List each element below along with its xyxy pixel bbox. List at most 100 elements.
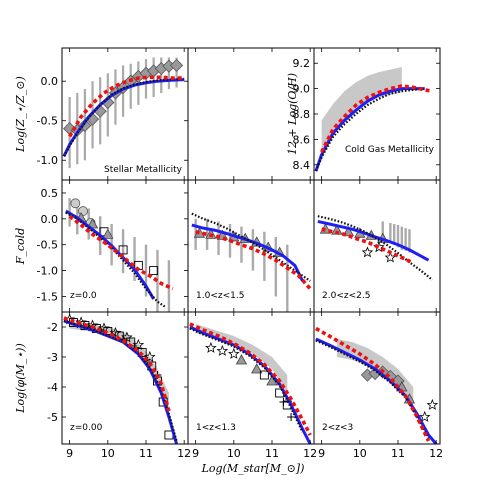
- x-tick-label: 9: [66, 447, 73, 460]
- y-axis-label-fcold: F_cold: [14, 228, 27, 265]
- series-line-blue: [189, 325, 312, 444]
- x-tick-label: 12: [303, 447, 317, 460]
- series-line-black-dotted: [191, 212, 311, 282]
- marker-triangle: [266, 375, 278, 386]
- x-tick-label: 11: [139, 447, 153, 460]
- marker-triangle: [102, 228, 114, 239]
- y-axis-label-metallicity: Log(Z_⋆/Z_⊙): [14, 76, 27, 153]
- series-line-red-dashed: [68, 214, 174, 291]
- panels-layer: -1.0 -0.5 0.0 Stellar Metallicity 8.4 8.6 8.8 9…: [37, 47, 443, 460]
- panel-cold-gas-metallicity: 8.4 8.6 8.8 9.0 9.2 Cold Gas Metallicity: [293, 47, 441, 181]
- panel-annotation: 2.0<z<2.5: [322, 291, 370, 301]
- series-line-black-dotted: [314, 87, 425, 172]
- marker-cross: [279, 398, 288, 406]
- marker-diamond: [169, 58, 184, 72]
- panel-plot-area: [62, 57, 185, 169]
- x-tick-label: 10: [353, 447, 367, 460]
- series-line-black-dotted: [65, 211, 166, 308]
- y-tick-label: 8.8: [293, 108, 311, 121]
- marker-triangle: [251, 363, 263, 374]
- panel-plot-area: [191, 212, 312, 312]
- series-line-blue: [65, 209, 155, 300]
- panel-plot-area: [63, 313, 178, 444]
- y-tick-label: 8.6: [293, 133, 311, 146]
- marker-star: [418, 410, 431, 422]
- x-tick-label: 10: [101, 447, 115, 460]
- y-tick-label: -3: [47, 351, 58, 364]
- marker-star: [132, 338, 145, 350]
- y-tick-label: 0.5: [41, 187, 59, 200]
- marker-cross: [287, 413, 296, 421]
- panel-plot-area: [65, 198, 174, 312]
- x-tick-label: 9: [318, 447, 325, 460]
- marker-circle: [70, 198, 81, 209]
- y-axis-label-smf: Log(φ(M_⋆)): [14, 343, 27, 414]
- marker-star: [144, 350, 156, 362]
- panel-plot-area: [314, 67, 433, 172]
- series-line-black-dotted: [317, 215, 434, 281]
- x-tick-label: 10: [227, 447, 241, 460]
- series-line-blue: [191, 223, 304, 282]
- series-line-red-dashed: [315, 326, 431, 442]
- panel-annotation: z=0.0: [70, 291, 97, 301]
- panel-annotation: Stellar Metallicity: [104, 165, 183, 175]
- panel-stellar-metallicity: -1.0 -0.5 0.0 Stellar Metallicity: [37, 47, 189, 181]
- marker-square: [259, 370, 269, 380]
- marker-square: [149, 266, 159, 276]
- series-line-red-dashed: [320, 84, 433, 153]
- panel-smf-z1: 9 10 11 12 1<z<1.3: [187, 311, 317, 460]
- series-line-blue: [315, 337, 438, 444]
- series-line-red-dashed: [189, 322, 312, 436]
- x-tick-label: 9: [192, 447, 199, 460]
- series-line-black-dotted: [189, 327, 304, 433]
- y-tick-label: 0.0: [41, 75, 59, 88]
- y-tick-label: -0.5: [37, 115, 58, 128]
- y-tick-label: -5: [47, 411, 58, 424]
- y-tick-label: -1.5: [37, 290, 58, 303]
- panel-annotation: Cold Gas Metallicity: [345, 145, 435, 155]
- y-tick-label: 9.0: [293, 83, 311, 96]
- series-line-red-dashed: [68, 75, 185, 138]
- marker-star: [205, 341, 217, 353]
- panel-fcold-z1: 1.0<z<1.5: [187, 179, 315, 313]
- marker-star: [216, 344, 229, 356]
- marker-star: [426, 398, 439, 410]
- y-axis-label-12oh: 12 + Log(O/H): [286, 73, 299, 155]
- panel-frame: [313, 311, 441, 445]
- panel-annotation: 2<z<3: [322, 423, 353, 433]
- panel-plot-area: [317, 215, 434, 281]
- panel-plot-area: [189, 322, 312, 444]
- x-tick-label: 12: [177, 447, 191, 460]
- series-line-black-dotted: [62, 77, 185, 157]
- panel-fcold-z2: 2.0<z<2.5: [313, 179, 441, 313]
- x-tick-label: 11: [391, 447, 405, 460]
- y-tick-label: 0.0: [41, 213, 59, 226]
- y-tick-label: -4: [47, 381, 58, 394]
- y-tick-label: 9.2: [293, 57, 311, 70]
- y-tick-label: -1.0: [37, 154, 58, 167]
- panel-annotation: 1<z<1.3: [196, 423, 236, 433]
- panel-smf-z2: 9 10 11 12 2<z<3: [313, 311, 443, 460]
- panel-fcold-z0: -1.5 -1.0 -0.5 0.0 0.5 z=0.0: [37, 179, 189, 313]
- panel-annotation: 1.0<z<1.5: [196, 291, 244, 301]
- panel-annotation: z=0.00: [70, 423, 103, 433]
- y-tick-label: 8.4: [293, 159, 311, 172]
- panel-smf-z0: 9 10 11 12 -5 -4 -3 -2 z=0.00: [47, 311, 191, 460]
- panel-plot-area: [315, 326, 439, 444]
- series-line-red-dashed: [195, 230, 312, 290]
- x-axis-label: Log(M_star[M_⊙]): [201, 462, 305, 475]
- series-line-red-dashed: [321, 227, 415, 265]
- x-tick-label: 12: [429, 447, 443, 460]
- x-tick-label: 11: [265, 447, 279, 460]
- y-tick-label: -0.5: [37, 239, 58, 252]
- marker-triangle: [235, 354, 248, 365]
- marker-star: [361, 246, 374, 258]
- marker-star: [228, 347, 240, 359]
- marker-square: [118, 245, 128, 255]
- y-tick-label: -1.0: [37, 265, 58, 278]
- y-tick-label: -2: [47, 321, 58, 334]
- series-line-red-dashed: [63, 316, 171, 412]
- series-line-blue: [317, 219, 430, 262]
- band-area: [321, 67, 402, 153]
